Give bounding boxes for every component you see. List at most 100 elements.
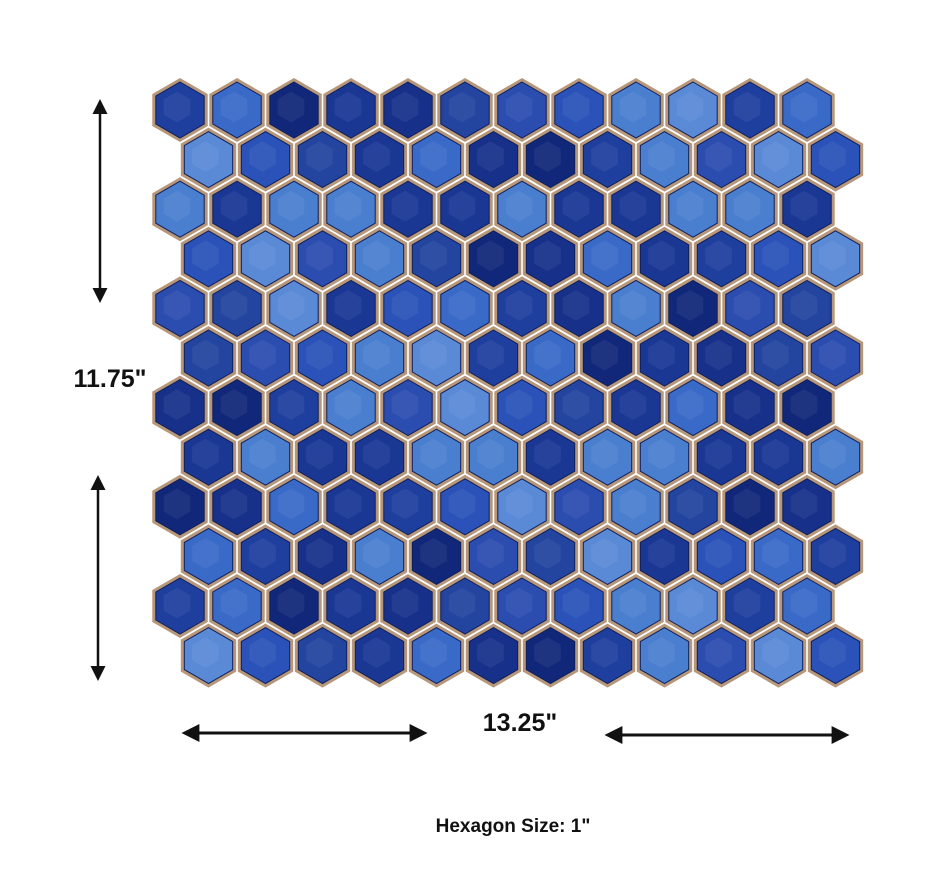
- tile-sheen: [477, 240, 504, 272]
- hex-tile: [411, 527, 462, 585]
- hex-tile: [383, 81, 433, 139]
- hex-tile: [525, 627, 576, 685]
- tile-sheen: [363, 637, 390, 668]
- tile-sheen: [762, 438, 789, 470]
- hex-tile: [440, 81, 490, 139]
- tile-sheen: [163, 389, 191, 420]
- hex-tile: [554, 577, 604, 635]
- tile-sheen: [306, 141, 333, 172]
- tile-sheen: [363, 240, 390, 272]
- tile-sheen: [249, 538, 276, 569]
- tile-sheen: [562, 389, 590, 420]
- hex-tile: [582, 131, 633, 189]
- hex-tile: [810, 527, 861, 585]
- hex-tile: [525, 527, 576, 585]
- hex-tile: [725, 577, 775, 635]
- hex-tile: [782, 478, 832, 536]
- hex-tile: [753, 627, 804, 685]
- tile-sheen: [363, 438, 390, 470]
- hex-tile: [212, 577, 262, 635]
- tile-sheen: [705, 339, 732, 371]
- tile-sheen: [619, 488, 647, 520]
- tile-sheen: [277, 290, 305, 321]
- hex-tile: [183, 527, 234, 585]
- hex-tile: [411, 131, 462, 189]
- hex-tile: [240, 131, 291, 189]
- hex-tile: [212, 81, 262, 139]
- hex-tile: [668, 379, 718, 437]
- tile-sheen: [505, 190, 533, 222]
- tile-sheen: [591, 339, 618, 371]
- hex-tile: [725, 379, 775, 437]
- tile-sheen: [448, 488, 476, 520]
- tile-sheen: [249, 141, 276, 172]
- tile-sheen: [163, 488, 191, 520]
- tile-sheen: [277, 587, 305, 619]
- tile-sheen: [705, 538, 732, 569]
- tile-sheen: [192, 141, 219, 172]
- tile-sheen: [534, 141, 561, 172]
- hex-tile: [440, 279, 490, 337]
- hex-tile: [497, 279, 547, 337]
- tile-sheen: [705, 637, 732, 668]
- tile-sheen: [163, 587, 191, 619]
- hex-tile: [212, 180, 262, 238]
- tile-sheen: [192, 438, 219, 470]
- hex-tile: [639, 428, 690, 486]
- tile-sheen: [163, 290, 191, 321]
- hex-tile: [725, 279, 775, 337]
- hex-tile: [155, 379, 205, 437]
- hex-tile: [240, 428, 291, 486]
- hex-tile: [326, 379, 376, 437]
- hex-tile: [525, 329, 576, 387]
- hex-tile: [354, 428, 405, 486]
- hex-tile: [297, 527, 348, 585]
- tile-sheen: [220, 389, 248, 420]
- hex-tile: [468, 329, 519, 387]
- tile-sheen: [277, 488, 305, 520]
- tile-sheen: [790, 290, 818, 321]
- hex-tile: [269, 180, 319, 238]
- hex-tile: [810, 428, 861, 486]
- tile-sheen: [334, 290, 362, 321]
- tile-sheen: [534, 438, 561, 470]
- hex-tile: [696, 329, 747, 387]
- hex-mosaic: [152, 78, 864, 688]
- tile-sheen: [448, 587, 476, 619]
- tile-sheen: [334, 389, 362, 420]
- tile-sheen: [391, 389, 419, 420]
- tile-sheen: [505, 587, 533, 619]
- tile-sheen: [277, 190, 305, 222]
- tile-sheen: [591, 438, 618, 470]
- tile-sheen: [619, 587, 647, 619]
- hex-tile: [383, 478, 433, 536]
- tile-sheen: [306, 339, 333, 371]
- hex-tile: [725, 180, 775, 238]
- hex-tile: [155, 577, 205, 635]
- tile-sheen: [391, 190, 419, 222]
- tile-sheen: [705, 240, 732, 272]
- tile-sheen: [249, 637, 276, 668]
- hex-tile: [753, 230, 804, 288]
- hex-tile: [155, 279, 205, 337]
- hex-tile: [468, 230, 519, 288]
- tile-sheen: [477, 339, 504, 371]
- hex-tile: [354, 230, 405, 288]
- tile-sheen: [762, 141, 789, 172]
- hex-tile: [782, 180, 832, 238]
- hex-tile: [468, 627, 519, 685]
- hex-tile: [440, 577, 490, 635]
- tile-sheen: [648, 538, 675, 569]
- hex-tile: [183, 131, 234, 189]
- hex-tile: [696, 428, 747, 486]
- hex-tile: [782, 379, 832, 437]
- hex-tile: [411, 428, 462, 486]
- hex-tile: [297, 329, 348, 387]
- hex-tile: [212, 478, 262, 536]
- hex-tile: [810, 627, 861, 685]
- hex-tile: [269, 379, 319, 437]
- hex-tile: [212, 279, 262, 337]
- hex-tile: [440, 180, 490, 238]
- hex-tile: [269, 81, 319, 139]
- tile-sheen: [676, 389, 704, 420]
